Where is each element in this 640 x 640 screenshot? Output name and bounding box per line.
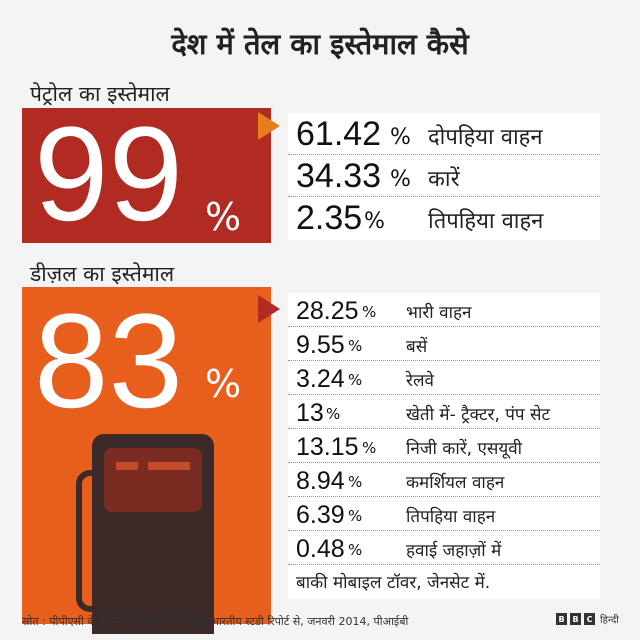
row-value: 13.15 xyxy=(296,433,359,461)
row-value: 3.24 xyxy=(296,365,345,393)
fuel-pump-slot xyxy=(116,462,138,470)
petrol-total-value: 99 xyxy=(34,100,184,249)
table-row: 3.24 % रेलवे xyxy=(288,361,600,395)
row-unit: % xyxy=(348,473,363,491)
fuel-nozzle-hose xyxy=(76,470,96,612)
diesel-section-label: डीज़ल का इस्तेमाल xyxy=(30,262,175,286)
table-row: 6.39 % तिपहिया वाहन xyxy=(288,497,600,531)
bbc-logo-letter: B xyxy=(556,613,567,625)
fuel-pump-slot xyxy=(148,462,190,470)
row-unit: % xyxy=(390,125,411,150)
source-note: स्रोत : पीपीएसी के सामने पेश किये गए अखि… xyxy=(22,615,409,628)
chart-title: देश में तेल का इस्तेमाल कैसे xyxy=(171,27,469,61)
row-value: 13 xyxy=(296,399,324,427)
row-label: भारी वाहन xyxy=(406,303,472,323)
table-row: 13 % खेती में- ट्रैक्टर, पंप सेट xyxy=(288,395,600,429)
row-label: हवाई जहाज़ों में xyxy=(406,541,502,561)
row-unit: % xyxy=(362,303,377,321)
row-value: 61.42 xyxy=(296,115,382,153)
table-row: 9.55 % बसें xyxy=(288,327,600,361)
bbc-logo-letter: C xyxy=(584,613,595,625)
bbc-logo-suffix: हिन्दी xyxy=(600,615,619,626)
row-value: 28.25 xyxy=(296,297,359,325)
row-unit: % xyxy=(348,337,363,355)
row-label: बसें xyxy=(406,337,428,357)
row-label: रेलवे xyxy=(406,371,434,391)
row-value: 0.48 xyxy=(296,535,345,563)
row-unit: % xyxy=(326,405,341,423)
table-row: 8.94 % कमर्शियल वाहन xyxy=(288,463,600,497)
row-label: दोपहिया वाहन xyxy=(428,125,543,150)
row-label: खेती में- ट्रैक्टर, पंप सेट xyxy=(406,405,551,425)
table-row: 2.35 % तिपहिया वाहन xyxy=(288,197,600,239)
row-unit: % xyxy=(348,541,363,559)
diesel-arrow-icon xyxy=(258,295,280,323)
petrol-total-box xyxy=(22,108,271,243)
petrol-total-unit: % xyxy=(205,195,242,239)
row-label: तिपहिया वाहन xyxy=(428,209,544,234)
table-row: 0.48 % हवाई जहाज़ों में xyxy=(288,531,600,565)
row-value: 9.55 xyxy=(296,331,345,359)
row-label: निजी कारें, एसयूवी xyxy=(406,439,523,459)
bbc-logo: B B C हिन्दी xyxy=(556,612,619,626)
diesel-breakdown-list: 28.25 % भारी वाहन 9.55 % बसें 3.24 % रेल… xyxy=(288,293,600,599)
bbc-logo-letter: B xyxy=(570,613,581,625)
fuel-pump-display xyxy=(104,448,202,512)
row-value: 6.39 xyxy=(296,501,345,529)
row-label: कारें xyxy=(428,167,460,192)
row-unit: % xyxy=(348,507,363,525)
table-row: 13.15 % निजी कारें, एसयूवी xyxy=(288,429,600,463)
diesel-total-unit: % xyxy=(205,362,242,406)
row-value: 2.35 xyxy=(296,199,363,237)
row-label: कमर्शियल वाहन xyxy=(406,473,505,493)
row-unit: % xyxy=(390,167,411,192)
table-row: 61.42 % दोपहिया वाहन xyxy=(288,113,600,155)
row-value: 34.33 xyxy=(296,157,382,195)
diesel-remainder-note: बाकी मोबाइल टॉवर, जेनसेट में. xyxy=(296,573,491,593)
petrol-section-label: पेट्रोल का इस्तेमाल xyxy=(30,82,170,106)
table-row: 34.33 % कारें xyxy=(288,155,600,197)
row-label: तिपहिया वाहन xyxy=(406,507,496,527)
row-unit: % xyxy=(364,209,385,234)
row-value: 8.94 xyxy=(296,467,345,495)
row-unit: % xyxy=(362,439,377,457)
diesel-total-value: 83 xyxy=(34,287,184,436)
petrol-arrow-icon xyxy=(258,112,280,140)
petrol-breakdown-list: 61.42 % दोपहिया वाहन 34.33 % कारें 2.35 … xyxy=(288,113,600,240)
table-row: 28.25 % भारी वाहन xyxy=(288,293,600,327)
row-unit: % xyxy=(348,371,363,389)
